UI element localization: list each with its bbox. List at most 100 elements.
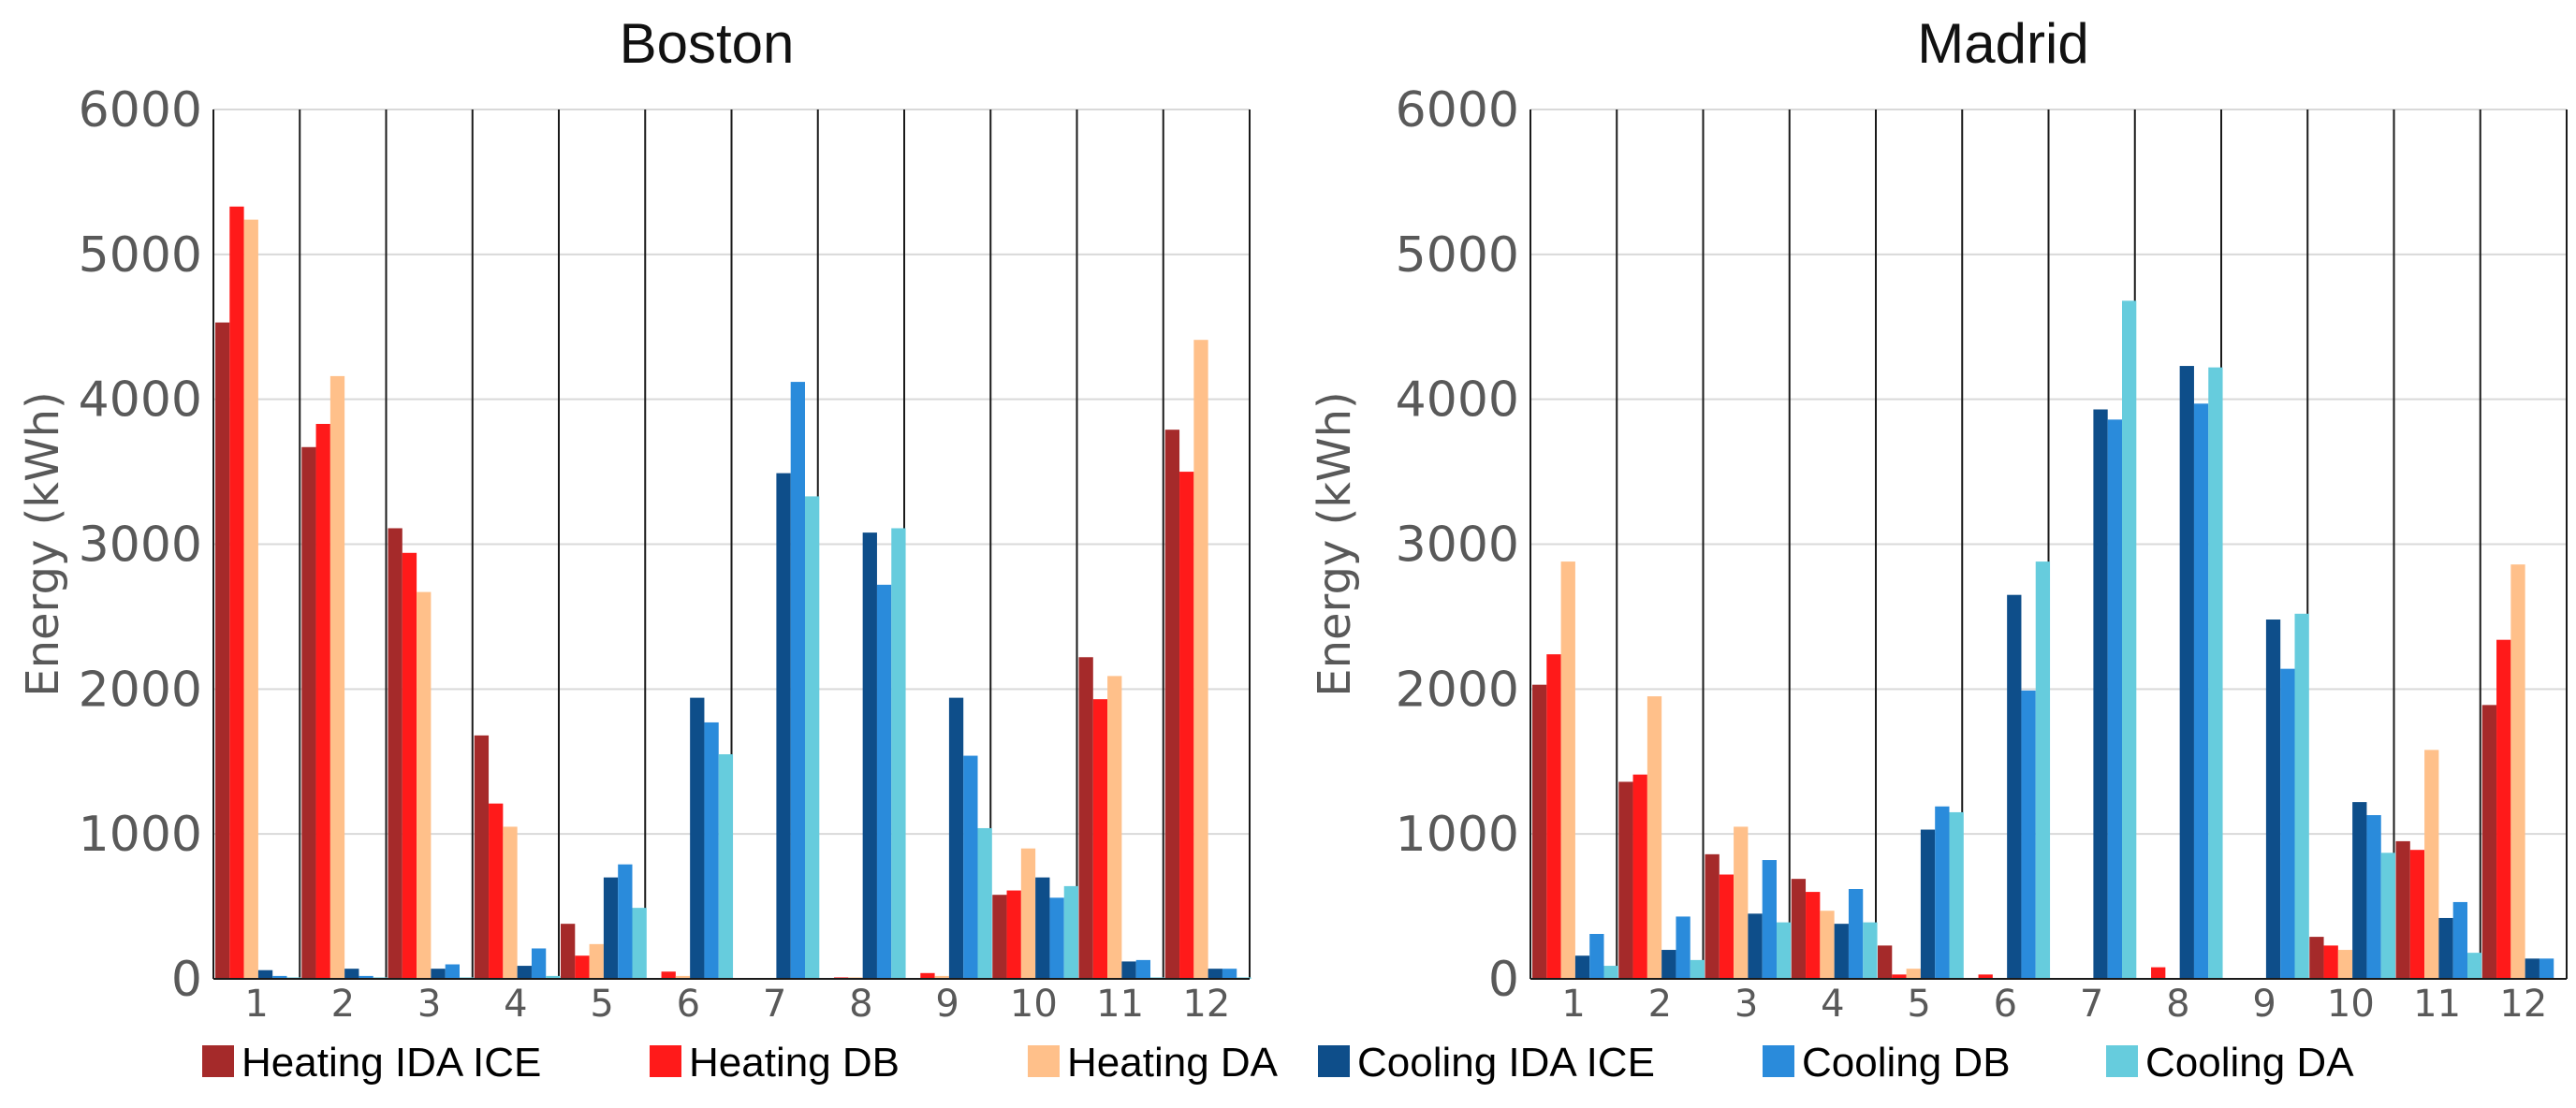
bar: [2007, 594, 2022, 979]
bar: [2424, 750, 2439, 979]
bar: [2280, 668, 2295, 979]
bar: [344, 969, 359, 979]
legend-label: Cooling DB: [1802, 1040, 2011, 1086]
bar: [1935, 806, 1950, 979]
y-tick-label: 3000: [79, 518, 202, 574]
bar: [1920, 829, 1936, 979]
x-tick-label: 4: [1821, 983, 1844, 1026]
bar: [2107, 419, 2122, 979]
x-tick-label: 3: [1734, 983, 1758, 1026]
bar: [229, 206, 244, 979]
legend-item: Cooling IDA ICE: [1318, 1040, 1655, 1086]
bar: [1107, 676, 1122, 979]
x-tick-label: 1: [1561, 983, 1585, 1026]
bar: [1006, 890, 1021, 979]
bar: [1690, 959, 1705, 979]
bar: [891, 528, 906, 979]
x-tick-label: 7: [763, 983, 786, 1026]
bar: [661, 971, 676, 979]
x-tick-label: 9: [2252, 983, 2276, 1026]
bar: [1978, 974, 1993, 979]
bar: [1063, 885, 1079, 979]
bar: [1020, 848, 1036, 979]
bar: [2035, 561, 2051, 979]
x-tick-label: 7: [2080, 983, 2103, 1026]
bar: [589, 943, 604, 979]
bar: [618, 864, 633, 979]
y-axis-title: Energy (kWh): [1309, 391, 1361, 696]
y-tick-label: 6000: [1396, 82, 1519, 138]
bar: [1647, 696, 1662, 979]
bar: [402, 552, 417, 979]
bar: [1164, 430, 1180, 980]
bar: [805, 496, 820, 979]
bar: [1806, 892, 1821, 979]
bar: [963, 755, 978, 979]
bar: [2510, 564, 2525, 979]
y-tick-label: 1000: [1396, 807, 1519, 863]
bar: [2525, 958, 2539, 979]
bar: [1208, 969, 1222, 979]
bar: [1574, 955, 1590, 979]
bar: [1834, 924, 1849, 979]
bar: [2309, 937, 2324, 979]
bar: [1078, 657, 1093, 979]
bar: [920, 972, 935, 979]
bar: [934, 975, 949, 979]
legend-item: Heating DB: [650, 1040, 900, 1086]
bar: [474, 735, 490, 979]
bar: [948, 697, 964, 979]
bar: [1878, 945, 1893, 979]
chart-title: Boston: [620, 12, 795, 75]
x-tick-label: 6: [1994, 983, 2017, 1026]
legend-label: Heating IDA ICE: [242, 1040, 541, 1086]
bar: [1719, 874, 1734, 979]
bar: [2438, 917, 2453, 979]
bar: [1035, 877, 1050, 979]
chart-title: Madrid: [1917, 12, 2088, 75]
x-tick-label: 6: [677, 983, 700, 1026]
x-tick-label: 8: [849, 983, 872, 1026]
bar: [417, 591, 432, 979]
bar: [215, 322, 230, 980]
bar: [690, 697, 705, 979]
x-tick-label: 11: [2413, 983, 2461, 1026]
bar: [1906, 969, 1921, 979]
bar: [2380, 853, 2396, 979]
x-tick-label: 2: [331, 983, 355, 1026]
bar: [977, 827, 992, 979]
legend-swatch: [1318, 1045, 1350, 1077]
bar: [1949, 811, 1964, 979]
bar: [489, 803, 504, 979]
bar: [862, 532, 877, 979]
bar: [2323, 945, 2338, 979]
bar: [1848, 889, 1864, 979]
x-tick-label: 2: [1648, 983, 1672, 1026]
legend-label: Heating DB: [689, 1040, 900, 1086]
bar: [1603, 966, 1618, 979]
bar: [1734, 826, 1749, 979]
bar: [2179, 366, 2194, 979]
bar: [546, 975, 561, 979]
x-tick-label: 10: [2327, 983, 2375, 1026]
y-tick-label: 2000: [1396, 662, 1519, 718]
y-tick-label: 6000: [79, 82, 202, 138]
bar: [1892, 974, 1907, 979]
bar: [531, 948, 547, 979]
bar: [329, 375, 345, 980]
y-tick-label: 0: [171, 952, 202, 1008]
bar: [675, 975, 691, 979]
bar: [575, 955, 590, 979]
bar: [2193, 403, 2209, 980]
bar: [301, 446, 316, 979]
bar: [1092, 699, 1108, 979]
x-tick-label: 9: [935, 983, 959, 1026]
bar: [776, 473, 791, 979]
x-tick-label: 12: [1182, 983, 1230, 1026]
bar: [445, 964, 460, 979]
bar: [1762, 860, 1777, 979]
bar: [272, 975, 287, 979]
